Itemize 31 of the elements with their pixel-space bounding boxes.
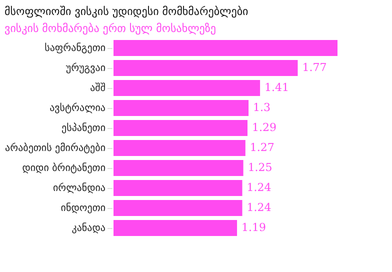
- y-tick-label: საფრანგეთი: [44, 42, 106, 54]
- y-tick-label: არაბეთის ემირატები: [5, 142, 106, 154]
- data-label: 1.19: [242, 221, 266, 234]
- y-tick-label: კანადა: [72, 222, 106, 234]
- bar: [112, 79, 262, 97]
- data-label: 1.77: [302, 61, 327, 74]
- data-label: 1.41: [264, 81, 290, 94]
- bar: [112, 219, 238, 237]
- y-tick-label: ინდოეთი: [60, 202, 106, 214]
- data-label: 1.24: [246, 201, 272, 214]
- y-tick-label: ირლანდია: [52, 182, 106, 194]
- data-label: 1.24: [246, 181, 272, 194]
- y-tick-label: დიდი ბრიტანეთი: [22, 162, 106, 174]
- data-label: 1.27: [250, 141, 274, 154]
- bar: [112, 119, 248, 137]
- bar: [112, 159, 244, 177]
- y-tick-label: ავსტრალია: [50, 102, 106, 114]
- chart-title: მსოფლიოში ვისკის უდიდესი მომხმარებლები: [4, 5, 249, 18]
- chart-subtitle: ვისკის მოხმარება ერთ სულ მოსახლეზე: [4, 22, 216, 35]
- data-label: 1.25: [248, 161, 272, 174]
- bar: [112, 179, 244, 197]
- y-tick-label: აშშ: [90, 82, 106, 94]
- y-tick-label: ურუგვაი: [66, 62, 106, 74]
- bar: [112, 59, 299, 77]
- data-label: 1.3: [253, 101, 271, 114]
- bar: [112, 39, 338, 57]
- data-label: 1.29: [252, 121, 276, 134]
- bar: [112, 199, 244, 217]
- y-tick-label: ესპანეთი: [62, 122, 106, 134]
- bar: [112, 99, 250, 117]
- bar: [112, 139, 246, 157]
